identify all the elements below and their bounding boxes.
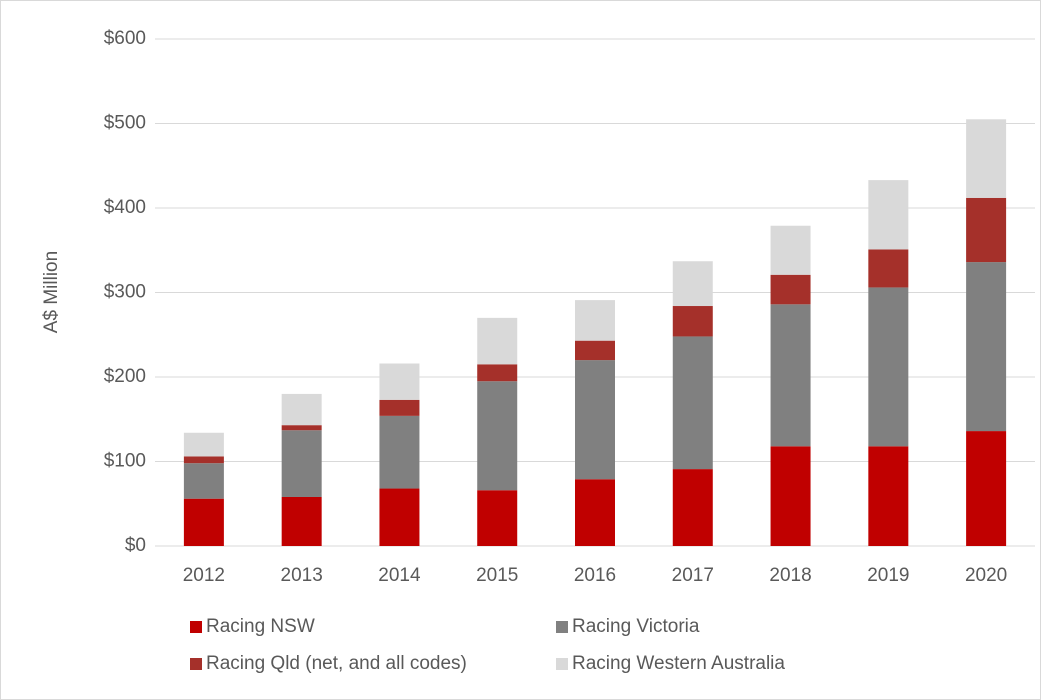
y-tick-label: $200: [104, 366, 146, 387]
bar-segment: [672, 306, 713, 337]
x-tick-label: 2016: [574, 565, 616, 586]
y-tick-label: $100: [104, 451, 146, 472]
bar-segment: [575, 479, 615, 546]
bar-segment: [770, 446, 811, 546]
bar-segment: [281, 425, 322, 431]
legend-swatch: [190, 658, 202, 670]
bar-segment: [770, 274, 811, 305]
bar-segment: [379, 488, 420, 546]
bar-segment: [575, 300, 615, 341]
bar-segment: [183, 463, 224, 499]
legend-swatch: [556, 658, 568, 670]
bar-segment: [575, 340, 615, 361]
bar-segment: [672, 336, 713, 470]
bar-segment: [379, 399, 420, 416]
x-tick-label: 2013: [281, 565, 323, 586]
bar-segment: [770, 225, 811, 275]
y-axis-label: A$ Million: [41, 251, 62, 333]
x-tick-label: 2020: [965, 565, 1007, 586]
bar-segment: [868, 446, 909, 546]
y-tick-label: $600: [104, 28, 146, 49]
legend-swatch: [556, 621, 568, 633]
bar-segment: [281, 496, 322, 546]
bar-segment: [966, 119, 1007, 198]
legend-label: Racing Western Australia: [572, 653, 785, 674]
legend-label: Racing NSW: [206, 616, 315, 637]
bar-segment: [183, 498, 224, 546]
bar-segment: [477, 317, 518, 365]
bar-segment: [966, 262, 1007, 432]
legend-label: Racing Victoria: [572, 616, 700, 637]
bar-segment: [672, 469, 713, 546]
y-tick-label: $500: [104, 113, 146, 134]
bar-segment: [281, 393, 322, 426]
x-tick-label: 2017: [672, 565, 714, 586]
bar-segment: [868, 180, 909, 250]
bar-segment: [183, 456, 224, 464]
legend-swatch: [190, 621, 202, 633]
bar-segment: [379, 415, 420, 489]
bar-segment: [477, 364, 518, 382]
x-tick-label: 2014: [378, 565, 421, 586]
x-tick-label: 2015: [476, 565, 518, 586]
bar-segment: [575, 360, 615, 480]
x-tick-label: 2018: [769, 565, 811, 586]
bar-segment: [183, 432, 224, 457]
legend-label: Racing Qld (net, and all codes): [206, 653, 467, 674]
bar-segment: [868, 287, 909, 447]
y-tick-label: $0: [125, 535, 146, 556]
bar-segment: [868, 249, 909, 288]
y-tick-label: $300: [104, 282, 146, 303]
bar-segment: [966, 431, 1007, 546]
y-tick-label: $400: [104, 197, 146, 218]
bar-segment: [966, 197, 1007, 263]
x-tick-label: 2019: [867, 565, 909, 586]
x-tick-label: 2012: [183, 565, 225, 586]
bar-segment: [672, 261, 713, 307]
bar-segment: [770, 304, 811, 447]
bar-segment: [477, 490, 518, 546]
bar-segment: [281, 430, 322, 497]
bar-segment: [379, 363, 420, 400]
bar-segment: [477, 381, 518, 491]
